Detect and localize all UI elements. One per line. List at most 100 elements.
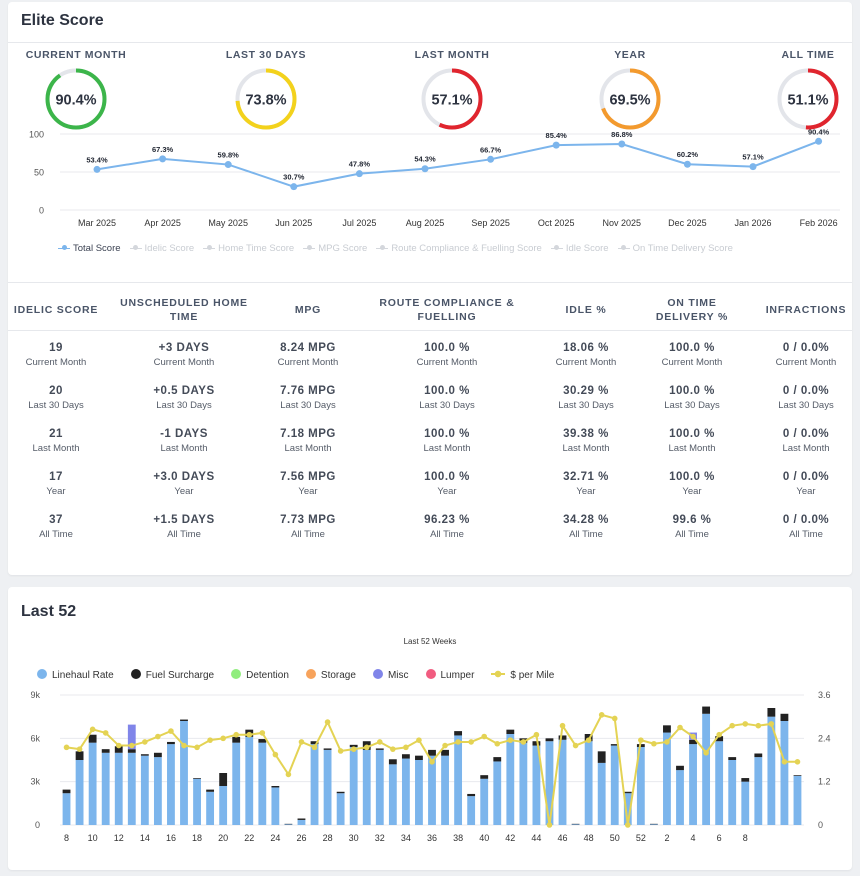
- bar-segment[interactable]: [584, 741, 593, 825]
- bar-segment[interactable]: [480, 778, 489, 825]
- per-mile-point[interactable]: [181, 742, 187, 749]
- bar-segment[interactable]: [140, 754, 149, 756]
- bar-segment[interactable]: [336, 791, 345, 794]
- bar-segment[interactable]: [728, 757, 737, 760]
- per-mile-point[interactable]: [416, 737, 422, 743]
- bar-segment[interactable]: [323, 749, 332, 825]
- bar-segment[interactable]: [271, 787, 280, 825]
- per-mile-point[interactable]: [259, 730, 266, 736]
- bar-segment[interactable]: [258, 739, 267, 743]
- bar-segment[interactable]: [702, 713, 711, 825]
- bar-segment[interactable]: [75, 751, 84, 760]
- per-mile-point[interactable]: [63, 744, 70, 751]
- per-mile-point[interactable]: [272, 751, 279, 758]
- bar-segment[interactable]: [676, 765, 684, 771]
- bar-segment[interactable]: [75, 760, 84, 825]
- legend-item[interactable]: Detention: [231, 669, 289, 681]
- bar-segment[interactable]: [571, 824, 580, 825]
- bar-segment[interactable]: [245, 736, 254, 825]
- per-mile-point[interactable]: [585, 737, 592, 743]
- bar-segment[interactable]: [153, 752, 162, 758]
- per-mile-point[interactable]: [155, 733, 161, 740]
- data-point[interactable]: [159, 155, 167, 163]
- bar-segment[interactable]: [349, 744, 358, 747]
- bar-segment[interactable]: [676, 770, 684, 825]
- per-mile-point[interactable]: [468, 739, 474, 745]
- legend-item[interactable]: Idle Score: [550, 243, 609, 254]
- bar-segment[interactable]: [610, 745, 619, 825]
- per-mile-point[interactable]: [337, 748, 344, 754]
- bar-segment[interactable]: [297, 819, 306, 825]
- bar-segment[interactable]: [597, 762, 606, 825]
- bar-segment[interactable]: [545, 741, 554, 825]
- per-mile-point[interactable]: [507, 737, 514, 743]
- bar-segment[interactable]: [493, 761, 502, 825]
- per-mile-point[interactable]: [664, 739, 670, 745]
- bar-segment[interactable]: [467, 796, 476, 825]
- bar-segment[interactable]: [62, 793, 71, 825]
- bar-segment[interactable]: [506, 734, 515, 825]
- bar-segment[interactable]: [441, 749, 449, 756]
- per-mile-point[interactable]: [350, 746, 357, 752]
- data-point[interactable]: [290, 183, 298, 191]
- bar-segment[interactable]: [193, 778, 201, 779]
- per-mile-point[interactable]: [168, 728, 174, 734]
- bar-segment[interactable]: [114, 746, 123, 753]
- bar-segment[interactable]: [62, 789, 71, 794]
- per-mile-point[interactable]: [363, 744, 370, 751]
- legend-item[interactable]: $ per Mile: [491, 669, 554, 681]
- bar-segment[interactable]: [310, 741, 319, 745]
- bar-segment[interactable]: [284, 823, 293, 825]
- bar-segment[interactable]: [127, 749, 136, 753]
- legend-item[interactable]: Route Compliance & Fuelling Score: [376, 243, 542, 254]
- per-mile-point[interactable]: [390, 746, 396, 752]
- legend-item[interactable]: Total Score: [58, 243, 121, 254]
- per-mile-point[interactable]: [233, 731, 240, 738]
- bar-segment[interactable]: [167, 744, 175, 825]
- bar-segment[interactable]: [206, 791, 215, 825]
- bar-segment[interactable]: [388, 764, 397, 825]
- bar-segment[interactable]: [180, 721, 188, 825]
- bar-segment[interactable]: [649, 823, 658, 825]
- legend-item[interactable]: On Time Delivery Score: [617, 243, 733, 254]
- bar-segment[interactable]: [454, 735, 463, 825]
- bar-segment[interactable]: [623, 791, 632, 794]
- per-mile-point[interactable]: [102, 730, 109, 736]
- bar-segment[interactable]: [689, 739, 697, 745]
- bar-segment[interactable]: [375, 749, 384, 825]
- bar-segment[interactable]: [232, 742, 241, 825]
- per-mile-point[interactable]: [624, 822, 631, 828]
- bar-segment[interactable]: [219, 773, 228, 786]
- bar-segment[interactable]: [388, 759, 397, 765]
- per-mile-point[interactable]: [311, 744, 318, 751]
- per-mile-point[interactable]: [572, 742, 579, 749]
- bar-segment[interactable]: [715, 736, 724, 742]
- legend-item[interactable]: Home Time Score: [203, 243, 294, 254]
- bar-segment[interactable]: [88, 742, 97, 825]
- bar-segment[interactable]: [153, 757, 162, 825]
- bar-segment[interactable]: [663, 732, 671, 825]
- bar-segment[interactable]: [375, 748, 384, 750]
- bar-segment[interactable]: [754, 753, 763, 758]
- per-mile-point[interactable]: [651, 740, 657, 747]
- bar-segment[interactable]: [636, 747, 645, 825]
- legend-item[interactable]: MPG Score: [303, 243, 367, 254]
- bar-segment[interactable]: [167, 741, 175, 745]
- per-mile-point[interactable]: [533, 731, 540, 738]
- per-mile-point[interactable]: [403, 744, 409, 751]
- bar-segment[interactable]: [428, 749, 436, 756]
- per-mile-point[interactable]: [611, 715, 618, 722]
- bar-segment[interactable]: [297, 818, 306, 820]
- per-mile-point[interactable]: [755, 722, 762, 729]
- per-mile-point[interactable]: [442, 742, 448, 749]
- per-mile-point[interactable]: [376, 739, 383, 745]
- bar-segment[interactable]: [649, 824, 658, 825]
- per-mile-point[interactable]: [677, 724, 683, 731]
- bar-segment[interactable]: [88, 734, 97, 743]
- bar-segment[interactable]: [310, 744, 319, 825]
- bar-segment[interactable]: [493, 757, 502, 762]
- bar-segment[interactable]: [532, 741, 541, 746]
- legend-item[interactable]: Idelic Score: [129, 243, 194, 254]
- data-point[interactable]: [749, 163, 757, 171]
- bar-segment[interactable]: [532, 745, 541, 825]
